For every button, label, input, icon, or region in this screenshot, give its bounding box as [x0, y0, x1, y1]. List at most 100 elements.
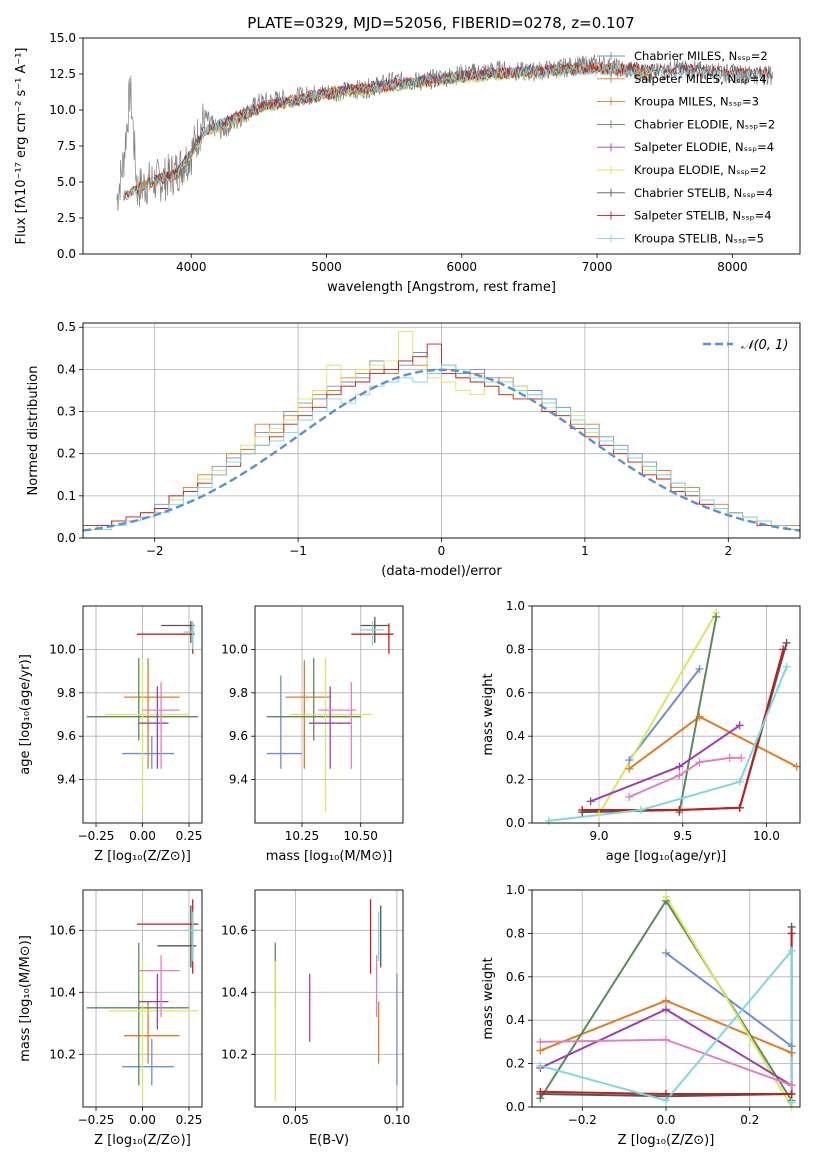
plot-area	[266, 616, 394, 813]
y-tick-label: 10.0	[49, 642, 76, 656]
y-tick-label: 2.5	[57, 211, 76, 225]
y-tick-label: 10.0	[221, 642, 248, 656]
axes-frame	[531, 605, 801, 824]
legend-label: Kroupa ELODIE, Nₛₛₚ=2	[634, 163, 767, 177]
y-axis-label: mass weight	[481, 957, 496, 1039]
x-tick-label: −0.25	[78, 1113, 115, 1127]
plot-area	[548, 611, 798, 822]
axes-frame	[531, 889, 801, 1108]
y-tick-label: 0.6	[506, 686, 525, 700]
x-tick-label: −0.25	[78, 829, 115, 843]
y-tick-label: 10.6	[221, 923, 248, 937]
y-tick-label: 10.0	[49, 103, 76, 117]
x-axis-label: E(B-V)	[309, 1133, 349, 1148]
x-axis-label: Z [log₁₀(Z/Z⊙)]	[618, 1133, 715, 1148]
y-tick-label: 9.4	[229, 773, 248, 787]
x-tick-label: 10.0	[753, 829, 780, 843]
y-tick-label: 0.2	[506, 773, 525, 787]
y-tick-label: 0.5	[57, 320, 76, 334]
y-tick-label: 0.0	[57, 531, 76, 545]
legend-label: Salpeter MILES, Nₛₛₚ=4	[634, 72, 767, 86]
legend-label: Chabrier MILES, Nₛₛₚ=2	[634, 49, 768, 63]
x-tick-label: 0.0	[656, 1113, 675, 1127]
legend-label: Kroupa MILES, Nₛₛₚ=3	[634, 95, 759, 109]
x-tick-label: 9.0	[589, 829, 608, 843]
legend-label: Kroupa STELIB, Nₛₛₚ=5	[634, 231, 764, 245]
y-tick-label: 12.5	[49, 67, 76, 81]
y-tick-label: 1.0	[506, 599, 525, 613]
y-tick-label: 0.4	[506, 729, 525, 743]
y-tick-label: 9.4	[57, 773, 76, 787]
weight-line	[678, 616, 718, 813]
y-axis-label: mass [log₁₀(M/M⊙)]	[18, 935, 33, 1062]
y-tick-label: 0.2	[57, 447, 76, 461]
x-axis-label: Z [log₁₀(Z/Z⊙)]	[94, 849, 191, 864]
x-tick-label: −2	[146, 544, 164, 558]
y-tick-label: 15.0	[49, 31, 76, 45]
plot-area	[83, 330, 800, 538]
legend-label: 𝒩(0, 1)	[741, 338, 788, 353]
x-tick-label: 0.25	[176, 829, 203, 843]
y-tick-label: 0.4	[57, 362, 76, 376]
axes-frame	[254, 605, 404, 824]
x-tick-label: 8000	[717, 260, 748, 274]
plot-area	[86, 899, 199, 1101]
y-tick-label: 0.3	[57, 405, 76, 419]
weight-line	[628, 668, 701, 761]
legend-label: Salpeter ELODIE, Nₛₛₚ=4	[634, 140, 774, 154]
x-tick-label: 6000	[447, 260, 478, 274]
y-tick-label: 10.4	[49, 985, 76, 999]
x-tick-label: 0	[438, 544, 446, 558]
y-tick-label: 5.0	[57, 175, 76, 189]
x-tick-label: 7000	[582, 260, 613, 274]
y-tick-label: 0.8	[506, 926, 525, 940]
y-tick-label: 0.1	[57, 489, 76, 503]
y-axis-label: Normed distribution	[26, 366, 41, 496]
y-tick-label: 0.8	[506, 642, 525, 656]
axes-frame	[254, 889, 404, 1108]
panel-4: 10.25 10.50 9.4 9.6 9.8 10.0 mass [log₁₀(M/M⊙)…	[221, 605, 404, 864]
y-tick-label: 10.2	[221, 1047, 248, 1061]
axes-frame	[82, 37, 801, 255]
x-tick-label: 0.25	[176, 1113, 203, 1127]
y-tick-label: 7.5	[57, 139, 76, 153]
legend-label: Chabrier STELIB, Nₛₛₚ=4	[634, 186, 773, 200]
axes-frame	[82, 605, 203, 824]
y-tick-label: 0.6	[506, 970, 525, 984]
panel-2: −2 −1 0 1 2 0.0 0.1 0.2 0.3 0.4 0.5 (data-model)/er…	[26, 320, 801, 579]
y-tick-label: 0.0	[506, 1100, 525, 1114]
y-axis-label: Flux [fλ10⁻¹⁷ erg cm⁻² s⁻¹ A⁻¹]	[14, 48, 29, 245]
x-tick-label: 10.50	[344, 829, 378, 843]
plot-area	[116, 53, 774, 211]
plot-area	[86, 621, 199, 813]
weight-line	[540, 948, 793, 1103]
panel-1: 4000 5000 6000 7000 8000 0.0 2.5 5.0 7.5 10.0 12.5…	[14, 31, 801, 295]
y-axis-label: mass weight	[481, 673, 496, 755]
y-tick-label: 10.4	[221, 985, 248, 999]
x-tick-label: −0.2	[568, 1113, 597, 1127]
y-tick-label: 0.4	[506, 1013, 525, 1027]
y-tick-label: 10.2	[49, 1047, 76, 1061]
gaussian-curve	[83, 368, 800, 532]
panel-3: −0.25 0.00 0.25 9.4 9.6 9.8 10.0 Z [log₁₀(Z/Z⊙)…	[18, 605, 203, 864]
x-tick-label: 2	[724, 544, 732, 558]
panel-8: −0.2 0.0 0.2 0.0 0.2 0.4 0.6 0.8 1.0 Z [log₁₀(Z/Z…	[481, 883, 801, 1148]
weight-line	[548, 666, 788, 822]
y-tick-label: 0.0	[57, 247, 76, 261]
axes-frame	[82, 889, 203, 1108]
legend-label: Chabrier ELODIE, Nₛₛₚ=2	[634, 117, 775, 131]
x-tick-label: 9.5	[673, 829, 692, 843]
x-tick-label: 0.2	[740, 1113, 759, 1127]
y-tick-label: 10.6	[49, 923, 76, 937]
y-axis-label: age [log₁₀(age/yr)]	[18, 654, 33, 775]
observed-spectrum	[116, 53, 774, 211]
axes-frame	[82, 322, 801, 539]
weight-line	[598, 611, 718, 815]
x-tick-label: 0.05	[282, 1113, 309, 1127]
x-tick-label: −1	[289, 544, 307, 558]
x-axis-label: (data-model)/error	[381, 564, 502, 579]
x-tick-label: 0.00	[129, 829, 156, 843]
x-axis-label: wavelength [Angstrom, rest frame]	[327, 280, 556, 295]
panel-5: 9.0 9.5 10.0 0.0 0.2 0.4 0.6 0.8 1.0 age [log₁₀(a…	[481, 599, 801, 864]
